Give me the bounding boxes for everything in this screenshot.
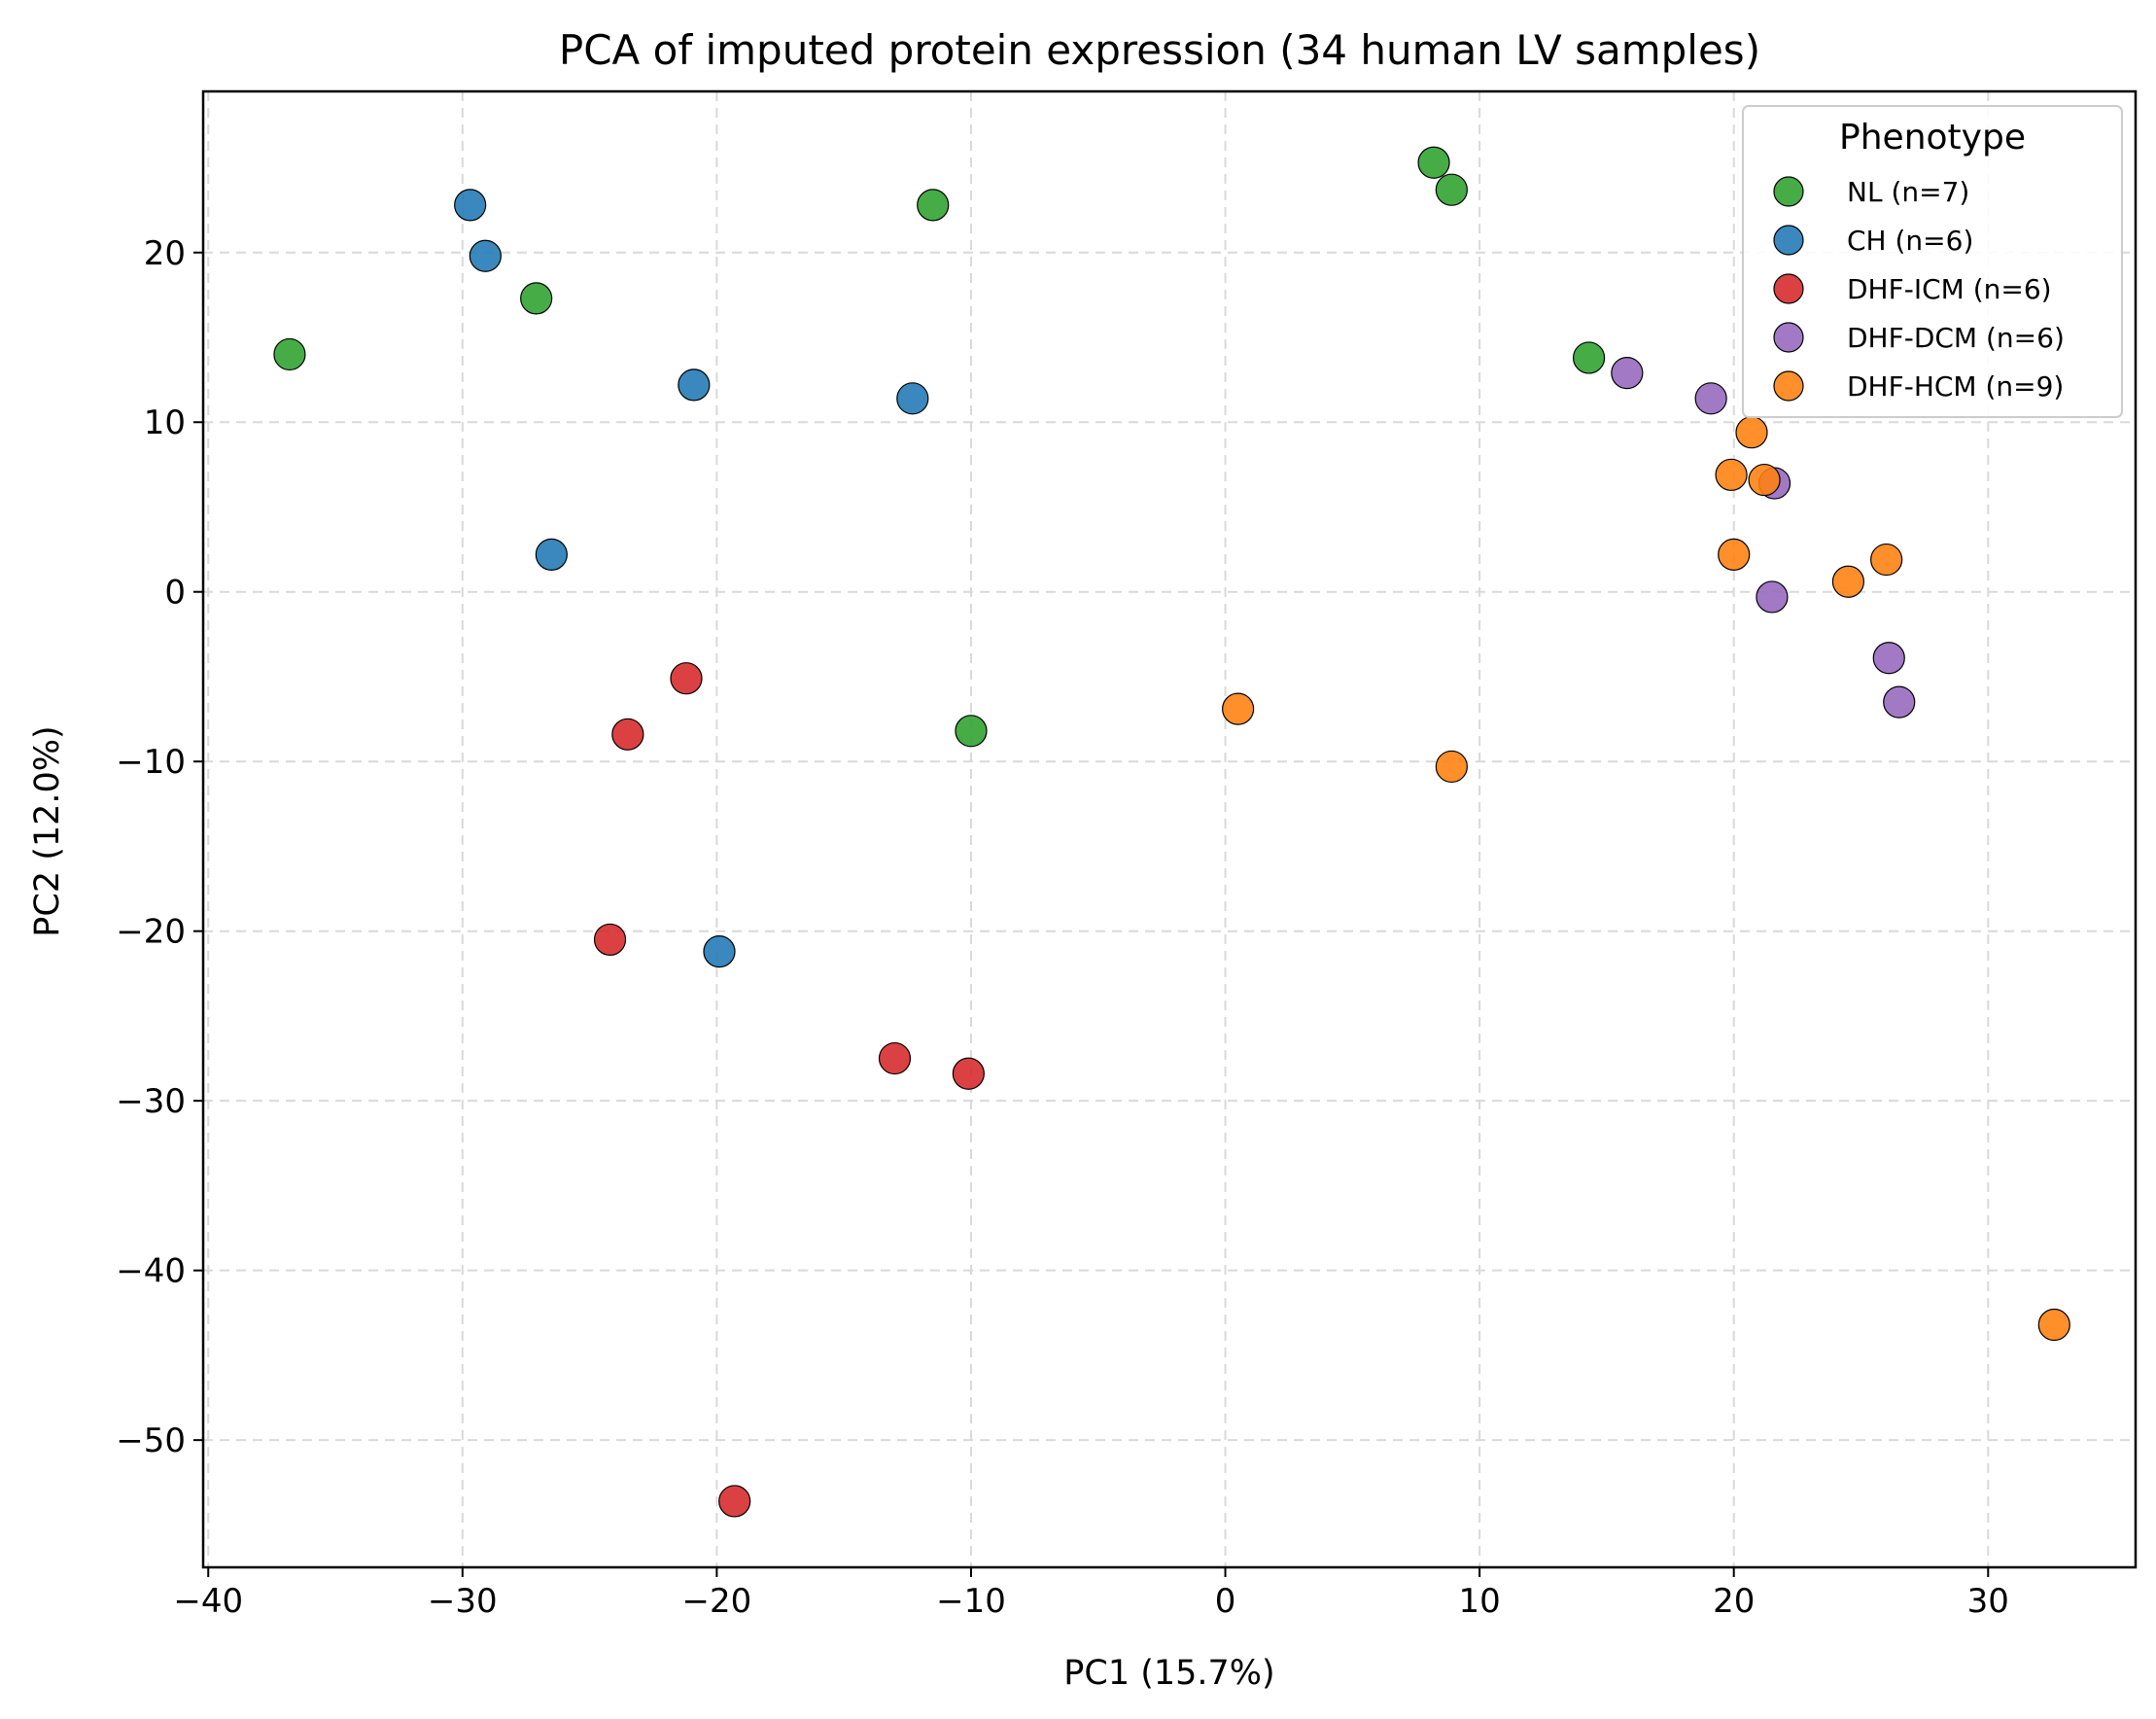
x-tick-label: −20 xyxy=(682,1582,752,1621)
data-point xyxy=(1756,580,1789,614)
data-point xyxy=(1718,538,1751,571)
data-point xyxy=(1715,458,1748,491)
data-point xyxy=(1872,642,1905,675)
data-point xyxy=(1870,543,1903,577)
legend-marker xyxy=(1773,176,1804,207)
data-point xyxy=(878,1041,912,1075)
data-point xyxy=(1222,692,1255,725)
y-tick-label: 20 xyxy=(144,234,186,273)
legend-title: Phenotype xyxy=(1839,118,2026,158)
data-point xyxy=(955,715,988,748)
x-tick-label: 10 xyxy=(1458,1582,1500,1621)
x-tick-label: 30 xyxy=(1967,1582,2009,1621)
legend-label: DHF-ICM (n=6) xyxy=(1847,273,2052,305)
chart-title: PCA of imputed protein expression (34 hu… xyxy=(559,26,1760,74)
data-point xyxy=(593,923,627,957)
y-tick-label: 0 xyxy=(164,574,186,613)
data-point xyxy=(896,382,929,415)
data-point xyxy=(678,368,711,402)
data-point xyxy=(917,189,950,222)
legend-box xyxy=(1742,105,2123,418)
x-tick-label: −10 xyxy=(936,1582,1006,1621)
data-point xyxy=(1831,565,1865,598)
data-point xyxy=(1883,685,1916,719)
legend-marker xyxy=(1773,322,1804,353)
legend-label: DHF-DCM (n=6) xyxy=(1847,322,2065,354)
y-tick-label: −50 xyxy=(116,1421,186,1460)
x-tick-label: 0 xyxy=(1215,1582,1236,1621)
data-point xyxy=(454,189,487,222)
legend: Phenotype NL (n=7) CH (n=6) DHF-ICM (n=6) D… xyxy=(1742,105,2123,418)
data-point xyxy=(1748,463,1781,497)
plot-frame xyxy=(201,89,2138,1569)
legend-marker xyxy=(1773,225,1804,256)
data-point xyxy=(2037,1308,2070,1342)
data-point xyxy=(469,239,502,272)
x-axis-label: PC1 (15.7%) xyxy=(1063,1654,1274,1693)
x-axis-ticks: −40 −30 −20 −10 0 10 20 30 xyxy=(173,1567,2009,1621)
data-point xyxy=(1611,357,1644,390)
y-tick-label: −10 xyxy=(116,743,186,782)
legend-label: NL (n=7) xyxy=(1847,176,1969,208)
data-point xyxy=(1573,341,1606,374)
legend-label: CH (n=6) xyxy=(1847,225,1973,257)
grid xyxy=(203,91,2136,1567)
data-point xyxy=(611,718,644,751)
data-point xyxy=(1694,382,1727,415)
legend-marker xyxy=(1773,273,1804,304)
legend-marker xyxy=(1773,370,1804,402)
y-tick-label: −20 xyxy=(116,913,186,952)
y-tick-label: −30 xyxy=(116,1082,186,1121)
data-point xyxy=(1435,173,1468,206)
data-point xyxy=(1735,416,1768,449)
y-tick-label: −40 xyxy=(116,1252,186,1291)
data-point xyxy=(670,662,703,695)
data-point xyxy=(520,282,553,315)
data-point xyxy=(703,935,736,968)
data-point xyxy=(273,337,306,371)
data-point xyxy=(718,1485,751,1518)
x-tick-label: −40 xyxy=(173,1582,243,1621)
y-axis-ticks: −50 −40 −30 −20 −10 0 10 20 xyxy=(116,234,203,1460)
legend-items: NL (n=7) CH (n=6) DHF-ICM (n=6) DHF-DCM (n=… xyxy=(1773,176,2065,403)
data-point xyxy=(952,1057,985,1090)
y-axis-label: PC2 (12.0%) xyxy=(28,725,67,936)
x-tick-label: 20 xyxy=(1713,1582,1755,1621)
legend-label: DHF-HCM (n=9) xyxy=(1847,370,2064,403)
y-tick-label: 10 xyxy=(144,403,186,442)
data-points xyxy=(273,146,2070,1518)
data-point xyxy=(535,538,568,571)
x-tick-label: −30 xyxy=(428,1582,498,1621)
data-point xyxy=(1435,750,1468,784)
data-point xyxy=(1417,146,1450,179)
